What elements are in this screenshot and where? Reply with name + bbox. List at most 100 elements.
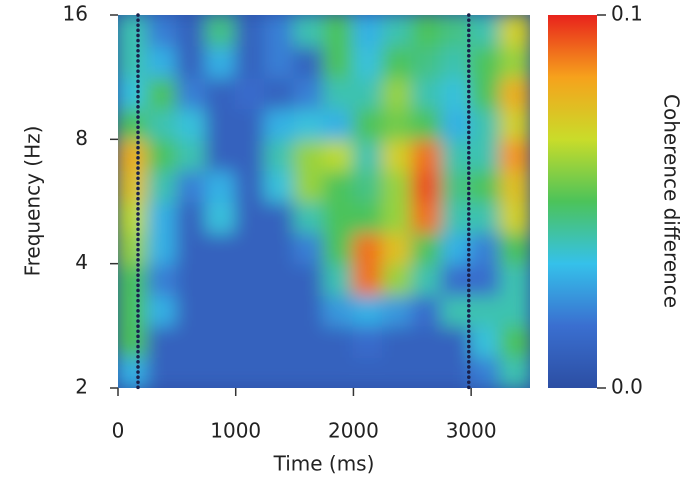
heat-cell (499, 45, 530, 79)
heat-cell (323, 231, 355, 265)
heat-cell (352, 355, 384, 388)
heat-cell (352, 293, 384, 327)
heat-cell (499, 107, 530, 141)
heat-cell (381, 45, 414, 79)
heat-cell (499, 138, 530, 172)
heat-cell (381, 293, 414, 327)
heat-cell (234, 200, 267, 234)
heat-cell (470, 293, 502, 327)
heat-cell (264, 15, 296, 48)
heat-cell (175, 15, 208, 48)
heat-cell (264, 231, 296, 265)
heat-cell (234, 169, 267, 203)
heat-cell (352, 107, 384, 141)
heat-cell (234, 138, 267, 172)
colorbar-label: Coherence difference (660, 94, 684, 308)
heat-cell (264, 107, 296, 141)
heat-cell (352, 231, 384, 265)
heat-cell (175, 231, 208, 265)
heat-cell (411, 45, 443, 79)
heat-cell (118, 15, 149, 48)
heat-cell (146, 262, 178, 296)
heat-cell (118, 107, 149, 141)
heat-cell (264, 324, 296, 358)
colorbar-tick-label: 0.1 (611, 2, 643, 26)
heat-cell (323, 76, 355, 110)
heat-cell (175, 76, 208, 110)
y-axis-label: Frequency (Hz) (21, 126, 45, 277)
heat-cell (264, 169, 296, 203)
heat-cell (205, 169, 237, 203)
heat-cell (264, 76, 296, 110)
heat-cell (411, 76, 443, 110)
heat-cell (175, 324, 208, 358)
heat-cell (264, 138, 296, 172)
heat-cell (234, 293, 267, 327)
heat-cell (381, 324, 414, 358)
heat-cell (175, 138, 208, 172)
heat-cell (175, 293, 208, 327)
heat-cell (411, 15, 443, 48)
y-tick-label: 16 (63, 2, 88, 26)
heat-cell (499, 262, 530, 296)
heat-cell (411, 169, 443, 203)
heat-cell (118, 262, 149, 296)
heat-cell (205, 355, 237, 388)
heat-cell (470, 169, 502, 203)
heat-cell (234, 324, 267, 358)
heat-cell (440, 169, 473, 203)
heat-cell (411, 138, 443, 172)
heat-cell (440, 138, 473, 172)
heat-cell (381, 355, 414, 388)
heat-cell (264, 293, 296, 327)
heat-cell (352, 45, 384, 79)
heat-cell (381, 262, 414, 296)
heat-cell (323, 262, 355, 296)
heat-cell (499, 15, 530, 48)
heat-cell (264, 45, 296, 79)
x-axis-label: Time (ms) (273, 452, 375, 476)
heat-cell (323, 138, 355, 172)
heat-cell (470, 45, 502, 79)
heat-cell (146, 76, 178, 110)
heat-cell (205, 293, 237, 327)
heat-cell (293, 45, 325, 79)
heat-cell (205, 15, 237, 48)
heat-cell (293, 15, 325, 48)
heat-cell (323, 45, 355, 79)
heat-cell (440, 107, 473, 141)
heat-cell (234, 45, 267, 79)
heat-cell (440, 231, 473, 265)
heat-cell (118, 169, 149, 203)
heat-cell (470, 107, 502, 141)
heat-cell (118, 138, 149, 172)
y-tick-label: 2 (75, 375, 88, 399)
x-tick-label: 0 (112, 419, 125, 443)
heat-cell (470, 138, 502, 172)
heat-cell (205, 231, 237, 265)
heat-cell (470, 262, 502, 296)
heat-cell (264, 200, 296, 234)
heat-cell (146, 107, 178, 141)
heat-cell (118, 355, 149, 388)
heat-cell (146, 231, 178, 265)
heat-cell (293, 200, 325, 234)
heat-cell (234, 15, 267, 48)
heat-cell (146, 45, 178, 79)
heat-cell (499, 200, 530, 234)
heat-cell (323, 293, 355, 327)
heat-cell (323, 200, 355, 234)
heat-cell (205, 45, 237, 79)
heat-cell (499, 324, 530, 358)
heat-cell (470, 76, 502, 110)
y-tick-label: 4 (75, 250, 88, 274)
heat-cell (440, 15, 473, 48)
heat-cell (470, 231, 502, 265)
heat-cell (175, 200, 208, 234)
heat-cell (323, 169, 355, 203)
heatmap-cells (118, 15, 530, 388)
heat-cell (381, 76, 414, 110)
heat-cell (146, 324, 178, 358)
heat-cell (499, 355, 530, 388)
heat-cell (293, 169, 325, 203)
